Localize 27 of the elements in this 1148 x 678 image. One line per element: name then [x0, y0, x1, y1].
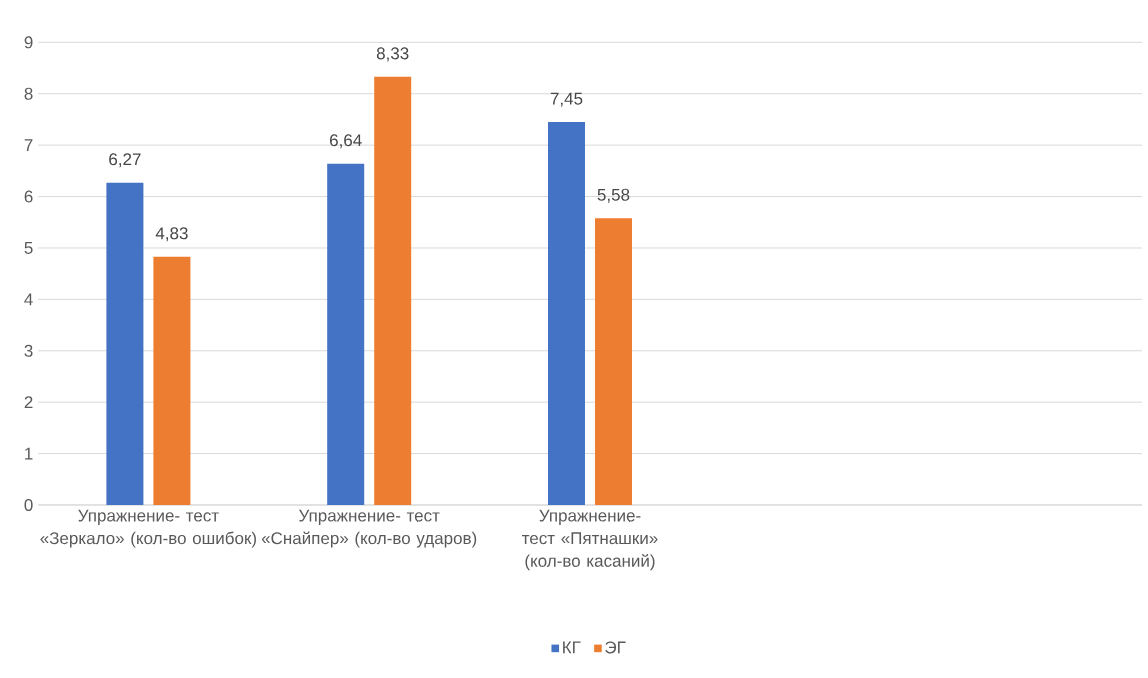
bar [106, 182, 144, 505]
data-label: 7,45 [550, 92, 583, 107]
y-tick-label: 1 [25, 447, 33, 460]
x-tick-label: Упражнение- тест «Зеркало» (кол-во ошибок) [40, 509, 256, 548]
y-tick-label: 4 [24, 293, 33, 306]
bar [374, 76, 412, 505]
bar [327, 163, 365, 505]
bar [594, 218, 632, 505]
y-tick-label: 2 [24, 396, 33, 409]
bar [547, 122, 585, 505]
y-tick-label: 0 [24, 498, 33, 512]
y-tick-label: 3 [24, 344, 33, 357]
data-label: 6,27 [109, 153, 141, 168]
data-label: 5,58 [597, 188, 630, 203]
y-tick-label: 9 [24, 36, 33, 49]
data-label: 6,64 [330, 134, 362, 149]
y-tick-label: 7 [24, 139, 33, 152]
y-tick-label: 6 [24, 190, 33, 203]
y-tick-label: 5 [24, 242, 33, 254]
legend-label: ЭГ [605, 641, 626, 654]
x-tick-label: Упражнение-тест «Пятнашки» (кол-во касаний) [522, 509, 658, 571]
bar [153, 256, 191, 505]
x-tick-label: Упражнение- тест «Снайпер» (кол-во ударов) [261, 509, 477, 548]
data-label: 8,33 [376, 47, 409, 62]
legend-label: КГ [563, 641, 581, 654]
data-label: 4,83 [155, 227, 188, 242]
y-tick-label: 8 [24, 87, 33, 100]
